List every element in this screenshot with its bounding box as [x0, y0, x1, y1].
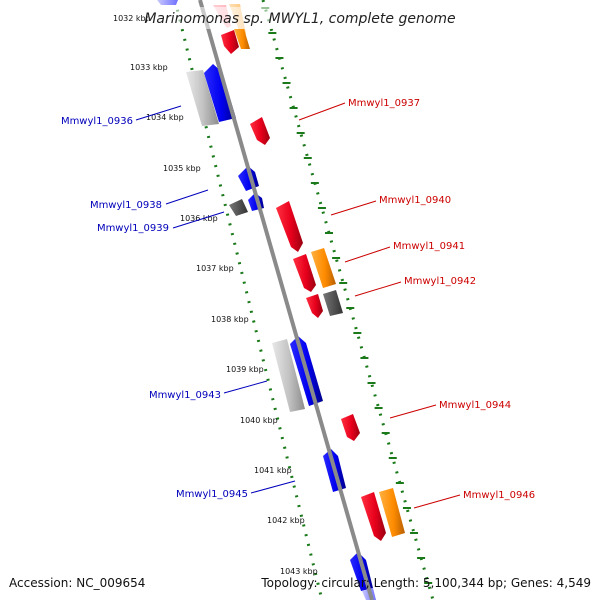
- gene-label-mmwyl1-0943[interactable]: Mmwyl1_0943: [149, 390, 221, 401]
- forward-gene-labels: Mmwyl1_0937 Mmwyl1_0940 Mmwyl1_0941 Mmwy…: [348, 98, 535, 501]
- leader-line: [344, 246, 391, 263]
- gene-label-mmwyl1-0936[interactable]: Mmwyl1_0936: [61, 116, 133, 127]
- gene-label-mmwyl1-0944[interactable]: Mmwyl1_0944: [439, 400, 511, 411]
- gene-features: [157, 0, 405, 600]
- tick-label: 1036 kbp: [180, 214, 218, 223]
- leader-line: [135, 105, 182, 121]
- gene-arrow: [272, 339, 305, 412]
- gene-arrow: [157, 0, 178, 5]
- tick-label: 1033 kbp: [130, 63, 168, 72]
- gene-label-mmwyl1-0941[interactable]: Mmwyl1_0941: [393, 241, 465, 252]
- gene-arrow: [204, 64, 236, 122]
- tick-label: 1040 kbp: [240, 416, 278, 425]
- gene-arrow: [250, 117, 270, 145]
- gene-label-mmwyl1-0938[interactable]: Mmwyl1_0938: [90, 200, 162, 211]
- gene-arrow: [311, 248, 336, 288]
- tick-label: 1038 kbp: [211, 315, 249, 324]
- gene-arrow: [221, 30, 239, 54]
- leader-line: [413, 494, 461, 509]
- reverse-gene-labels: Mmwyl1_0936 Mmwyl1_0938 Mmwyl1_0939 Mmwy…: [61, 116, 248, 500]
- gene-label-mmwyl1-0940[interactable]: Mmwyl1_0940: [379, 195, 451, 206]
- leader-line: [354, 281, 402, 297]
- leader-line: [172, 211, 225, 229]
- gene-arrow: [234, 29, 250, 49]
- tick-label: 1035 kbp: [163, 164, 201, 173]
- leader-lines: [135, 102, 461, 509]
- gene-arrow: [229, 199, 248, 216]
- dotted-track-right: [261, 0, 435, 600]
- gene-label-mmwyl1-0939[interactable]: Mmwyl1_0939: [97, 223, 169, 234]
- gene-arrow: [341, 414, 360, 441]
- right-track-ticks: [261, 7, 433, 584]
- gene-arrow: [186, 70, 219, 126]
- tick-labels: 1032 kbp 1033 kbp 1034 kbp 1035 kbp 1036…: [113, 14, 318, 576]
- tick-label: 1039 kbp: [226, 365, 264, 374]
- gene-label-mmwyl1-0945[interactable]: Mmwyl1_0945: [176, 489, 248, 500]
- tick-label: 1043 kbp: [280, 567, 318, 576]
- leader-line: [389, 404, 437, 419]
- gene-arrow: [361, 492, 386, 541]
- gene-label-mmwyl1-0942[interactable]: Mmwyl1_0942: [404, 276, 476, 287]
- genome-backbone: [198, 0, 374, 600]
- leader-line: [223, 380, 268, 394]
- tick-label: 1037 kbp: [196, 264, 234, 273]
- accession-text: Accession: NC_009654: [9, 576, 146, 590]
- tick-label: 1032 kbp: [113, 14, 151, 23]
- leader-line: [165, 189, 209, 205]
- gene-arrow: [293, 254, 316, 292]
- gene-arrow: [306, 294, 323, 318]
- gene-label-mmwyl1-0946[interactable]: Mmwyl1_0946: [463, 490, 535, 501]
- gene-arrow: [323, 290, 343, 316]
- gene-label-mmwyl1-0937[interactable]: Mmwyl1_0937: [348, 98, 420, 109]
- title-backdrop: [148, 7, 452, 29]
- leader-line: [298, 102, 346, 121]
- tick-label: 1034 kbp: [146, 113, 184, 122]
- leader-line: [250, 480, 296, 494]
- leader-line: [330, 200, 377, 216]
- tick-label: 1042 kbp: [267, 516, 305, 525]
- map-title: Marinomonas sp. MWYL1, complete genome: [144, 11, 455, 27]
- genome-summary-text: Topology: circular; Length: 5,100,344 bp…: [261, 576, 591, 590]
- gene-arrow: [379, 488, 405, 537]
- gene-arrow: [276, 201, 303, 252]
- tick-label: 1041 kbp: [254, 466, 292, 475]
